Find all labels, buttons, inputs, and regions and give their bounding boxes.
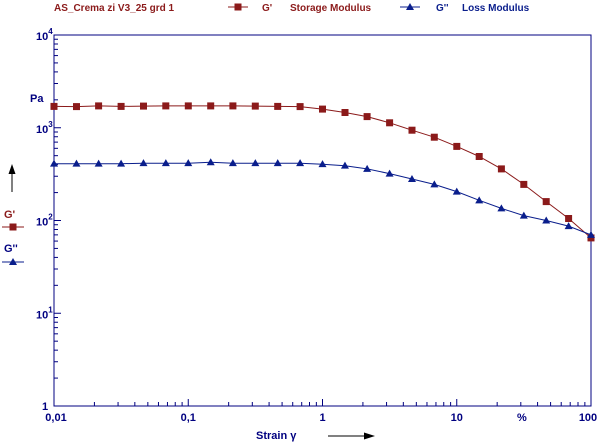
y-tick-label: 101 bbox=[36, 305, 53, 321]
data-point-storage bbox=[319, 105, 326, 113]
data-point-storage bbox=[207, 102, 215, 110]
data-point-storage bbox=[475, 153, 483, 160]
data-point-storage bbox=[73, 103, 80, 111]
data-point-storage bbox=[229, 102, 237, 110]
data-point-loss bbox=[587, 230, 595, 238]
series-line-storage bbox=[53, 105, 592, 239]
legend-marker-square bbox=[234, 3, 242, 11]
y-unit-label: Pa bbox=[30, 93, 44, 105]
data-point-loss bbox=[117, 159, 126, 167]
data-point-storage bbox=[408, 126, 416, 134]
data-point-loss bbox=[475, 196, 484, 204]
axis-ticks bbox=[53, 34, 592, 407]
data-point-loss bbox=[184, 159, 193, 167]
data-point-loss bbox=[542, 216, 551, 224]
data-point-storage bbox=[184, 102, 192, 110]
data-point-loss bbox=[206, 158, 215, 166]
data-point-loss bbox=[72, 159, 81, 167]
data-point-storage bbox=[251, 102, 259, 110]
data-point-storage bbox=[363, 113, 371, 121]
data-point-loss bbox=[161, 159, 170, 167]
sample-name: AS_Crema zi V3_25 grd 1 bbox=[54, 3, 174, 14]
series-markers bbox=[50, 102, 595, 242]
data-point-storage bbox=[95, 102, 103, 110]
y-tick-label: 102 bbox=[36, 213, 53, 229]
x-tick-label: 1 bbox=[319, 412, 325, 424]
data-point-loss bbox=[564, 222, 573, 230]
x-unit-label: % bbox=[517, 412, 527, 424]
legend-name-storage: Storage Modulus bbox=[290, 3, 372, 14]
y-tick-label: 104 bbox=[36, 27, 53, 43]
data-point-storage bbox=[565, 215, 573, 222]
data-point-loss bbox=[452, 187, 461, 195]
data-point-loss bbox=[519, 211, 528, 219]
series-lines bbox=[53, 105, 592, 239]
tick-labels: 0,01 0,1 1 10 100 104 103 102 101 1 bbox=[36, 27, 597, 424]
side-label-storage: G' bbox=[4, 209, 16, 221]
data-point-storage bbox=[162, 102, 170, 110]
side-marker-loss bbox=[2, 258, 24, 265]
side-label-loss: G'' bbox=[4, 243, 18, 255]
legend-marker-triangle bbox=[406, 3, 414, 10]
x-tick-label: 10 bbox=[451, 412, 463, 424]
data-point-storage bbox=[296, 103, 304, 111]
legend-item-loss: G'' Loss Modulus bbox=[400, 3, 530, 14]
data-point-loss bbox=[340, 161, 349, 169]
x-tick-label: 0,01 bbox=[45, 412, 66, 424]
data-point-storage bbox=[274, 102, 282, 110]
data-point-storage bbox=[453, 142, 461, 150]
data-point-storage bbox=[430, 133, 438, 141]
data-point-loss bbox=[228, 159, 237, 167]
side-marker-storage bbox=[2, 223, 24, 231]
data-point-loss bbox=[251, 159, 260, 167]
data-point-storage bbox=[497, 165, 505, 173]
data-point-storage bbox=[140, 102, 147, 110]
data-point-loss bbox=[385, 169, 394, 177]
legend-name-loss: Loss Modulus bbox=[462, 3, 530, 14]
x-tick-label: 100 bbox=[579, 412, 597, 424]
data-point-loss bbox=[50, 159, 58, 167]
data-point-loss bbox=[407, 175, 416, 183]
data-point-loss bbox=[296, 159, 305, 167]
legend-symbol-loss: G'' bbox=[436, 3, 449, 14]
x-axis-label: Strain γ bbox=[256, 430, 297, 442]
data-point-storage bbox=[50, 102, 58, 110]
data-point-storage bbox=[341, 109, 349, 116]
data-point-storage bbox=[520, 180, 528, 188]
up-arrow-icon bbox=[8, 164, 16, 192]
right-arrow-icon bbox=[328, 432, 375, 440]
data-point-storage bbox=[386, 119, 394, 127]
y-tick-label: 103 bbox=[36, 120, 53, 136]
data-point-loss bbox=[139, 159, 148, 167]
data-point-storage bbox=[542, 198, 550, 206]
data-point-loss bbox=[273, 159, 282, 167]
data-point-loss bbox=[430, 180, 439, 188]
data-point-loss bbox=[94, 159, 103, 167]
data-point-loss bbox=[363, 164, 372, 172]
legend-symbol-storage: G' bbox=[262, 3, 272, 14]
data-point-loss bbox=[318, 160, 327, 168]
y-tick-label: 1 bbox=[42, 401, 48, 413]
data-point-storage bbox=[587, 234, 595, 242]
data-point-storage bbox=[117, 102, 125, 110]
x-tick-label: 0,1 bbox=[181, 412, 196, 424]
legend-item-storage: G' Storage Modulus bbox=[228, 3, 372, 14]
series-line-loss bbox=[54, 161, 592, 236]
plot-frame bbox=[53, 34, 592, 407]
data-point-loss bbox=[497, 204, 506, 212]
